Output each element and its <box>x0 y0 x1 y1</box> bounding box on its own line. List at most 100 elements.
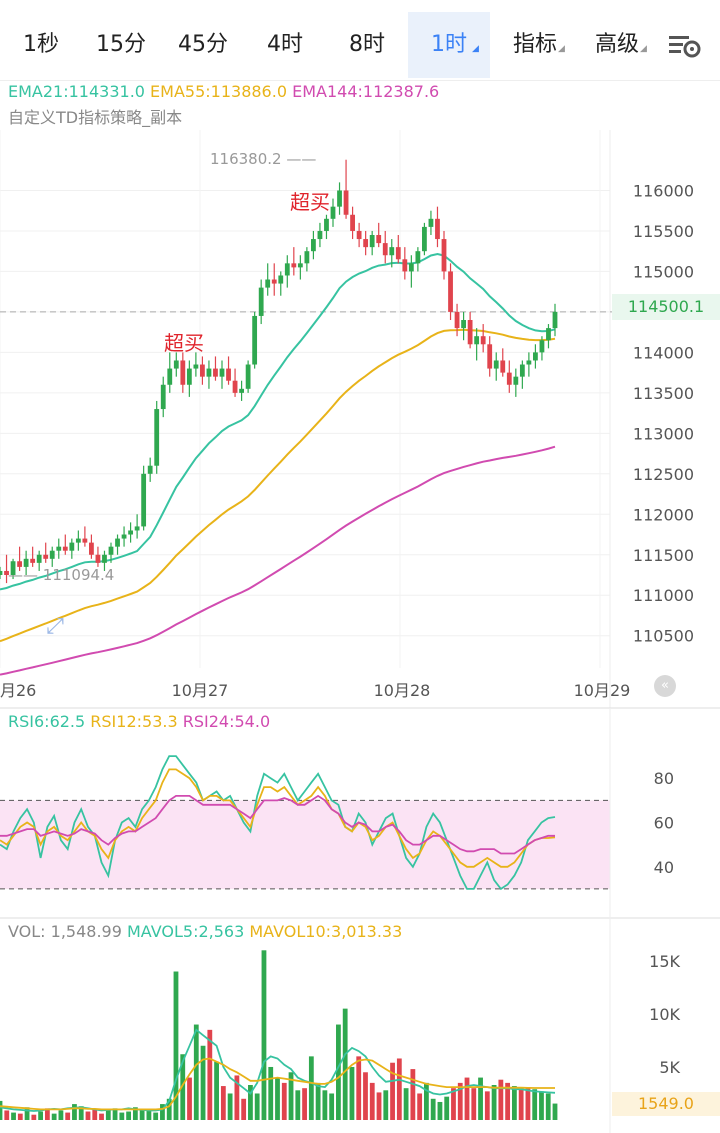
volume-bar <box>0 1100 3 1120</box>
volume-bar <box>457 1082 463 1120</box>
volume-bar <box>248 1085 253 1120</box>
rsi-band <box>0 800 610 889</box>
volume-bar <box>430 1098 436 1120</box>
candle-body <box>330 206 336 219</box>
expand-icon[interactable]: ⤢ <box>46 614 64 639</box>
volume-bar <box>369 1082 375 1120</box>
volume-bar <box>180 1054 186 1120</box>
candle-body <box>467 320 473 345</box>
volume-bar <box>78 1106 84 1120</box>
overbought-label: 超买 <box>290 190 330 214</box>
volume-bar <box>532 1089 538 1120</box>
candle-body <box>193 364 199 369</box>
volume-bar <box>329 1093 335 1120</box>
candle-body <box>154 409 160 466</box>
volume-bar <box>302 1088 307 1120</box>
candle-body <box>102 554 107 563</box>
candle-body <box>317 230 323 240</box>
candle-body <box>108 546 114 555</box>
candle-body <box>284 263 290 276</box>
timeframe-tab-bar: 1秒 15分 45分 4时 8时 1时 ◢ 指标 ◢ 高级 ◢ <box>0 0 720 81</box>
x-axis-date-label: 月26 <box>0 681 36 700</box>
tab-8h[interactable]: 8时 <box>349 32 385 57</box>
candle-body <box>533 352 538 361</box>
volume-bar <box>498 1079 504 1120</box>
candle-body <box>36 554 42 563</box>
volume-bar <box>126 1111 131 1120</box>
candle-body <box>552 311 558 329</box>
candle-body <box>395 247 401 260</box>
candle-body <box>252 315 258 365</box>
candle-body <box>402 259 408 272</box>
tab-15m[interactable]: 15分 <box>96 32 146 57</box>
candle-body <box>324 218 329 231</box>
volume-bar <box>308 1056 314 1120</box>
dropdown-triangle-icon: ◢ <box>558 44 565 54</box>
volume-bar <box>342 1008 348 1120</box>
candle-body <box>23 558 29 567</box>
candle-body <box>239 388 244 393</box>
main-gridlines <box>0 130 612 708</box>
tab-4h[interactable]: 4时 <box>267 32 303 57</box>
volume-bar <box>349 1066 355 1120</box>
tab-1s[interactable]: 1秒 <box>23 32 59 57</box>
volume-bar <box>322 1090 328 1120</box>
volume-bar <box>105 1110 111 1120</box>
candle-body <box>441 239 447 272</box>
volume-bar <box>444 1096 450 1120</box>
candle-body <box>147 465 153 474</box>
candle-body <box>200 364 205 377</box>
volume-bar <box>518 1088 524 1120</box>
volume-bar <box>356 1056 362 1120</box>
candle-body <box>69 542 75 551</box>
candle-body <box>30 558 36 563</box>
chart-settings-icon[interactable] <box>666 30 706 64</box>
candle-body <box>480 336 486 345</box>
candle-body <box>75 538 81 543</box>
volume-bar <box>275 1077 280 1120</box>
volume-bar <box>160 1104 165 1120</box>
tab-1h[interactable]: 1时 ◢ <box>408 12 490 78</box>
volume-bar <box>424 1082 429 1120</box>
candle-body <box>546 328 551 341</box>
tab-45m[interactable]: 45分 <box>178 32 228 57</box>
volume-bar <box>99 1113 104 1120</box>
volume-bar <box>92 1109 98 1120</box>
candle-body <box>506 372 512 385</box>
candle-body <box>278 275 284 284</box>
volume-last-tag: 1549.0 <box>612 1092 720 1116</box>
strategy-name: 自定义TD指标策略_副本 <box>8 108 183 127</box>
candle-body <box>376 235 382 244</box>
ema55-line <box>0 328 556 643</box>
scroll-to-latest-icon[interactable]: « <box>654 675 676 697</box>
candle-body <box>382 243 388 256</box>
ema-legend: EMA21:114331.0 EMA55:113886.0 EMA144:112… <box>8 82 439 101</box>
ema144-value: EMA144:112387.6 <box>292 82 440 101</box>
visible-high-label: 116380.2 —— <box>210 150 317 168</box>
rsi24-line <box>0 794 555 855</box>
volume-bar <box>153 1112 159 1120</box>
y-tick-label: 111000 <box>633 586 694 605</box>
candle-body <box>206 368 212 377</box>
candle-body <box>474 336 480 345</box>
volume-bar <box>471 1088 477 1120</box>
volume-bar <box>383 1090 389 1120</box>
volume-bar <box>437 1101 443 1120</box>
candle-body <box>180 360 186 385</box>
volume-bar <box>65 1112 71 1120</box>
visible-low-label: —— 111094.4 <box>8 566 115 584</box>
candle-body <box>343 190 349 215</box>
volume-bar <box>417 1093 423 1120</box>
overbought-label: 超买 <box>164 331 204 355</box>
volume-bar <box>315 1082 321 1120</box>
tab-indicators[interactable]: 指标 ◢ <box>500 12 570 78</box>
candle-body <box>245 364 251 389</box>
candlesticks <box>0 159 558 584</box>
candle-body <box>454 311 460 329</box>
volume-bar <box>24 1107 30 1120</box>
candle-body <box>265 279 271 288</box>
volume-bar <box>146 1109 152 1120</box>
rsi6-value: RSI6:62.5 <box>8 712 86 731</box>
tab-advanced[interactable]: 高级 ◢ <box>582 12 652 78</box>
candle-body <box>428 218 434 227</box>
